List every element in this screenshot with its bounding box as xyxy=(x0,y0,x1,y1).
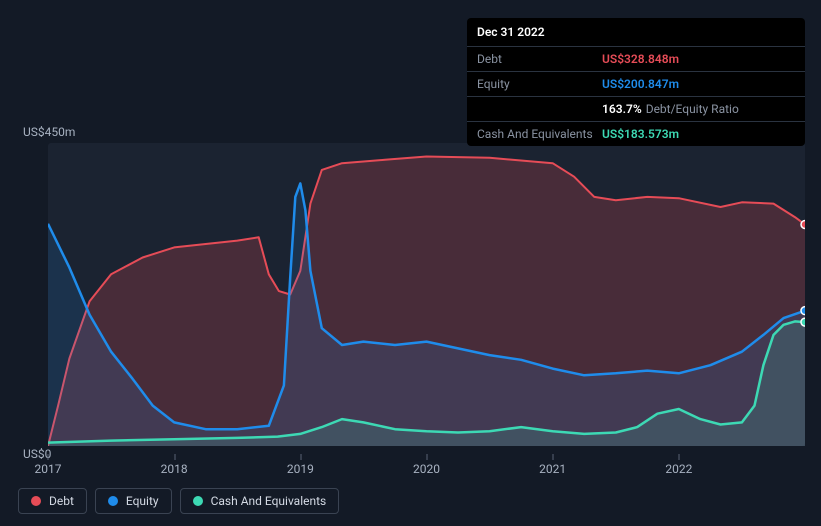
y-axis-max-label: US$450m xyxy=(23,125,75,139)
legend-dot xyxy=(31,496,41,506)
legend-label: Cash And Equivalents xyxy=(211,494,327,508)
tooltip-row-value: US$328.848m xyxy=(602,52,679,66)
tooltip-row-label: Debt xyxy=(477,52,602,66)
legend-dot xyxy=(193,496,203,506)
x-axis-tick: 2019 xyxy=(287,462,314,476)
chart-plot[interactable] xyxy=(48,143,805,446)
series-end-marker xyxy=(801,318,805,326)
chart-legend: Debt Equity Cash And Equivalents xyxy=(18,488,339,514)
legend-label: Debt xyxy=(49,494,74,508)
tooltip-row: DebtUS$328.848m xyxy=(467,47,805,72)
x-axis-tick: 2021 xyxy=(539,462,566,476)
x-axis-tick: 2018 xyxy=(161,462,188,476)
tooltip-row-value: US$183.573m xyxy=(602,127,679,141)
chart-area: US$450m US$0 xyxy=(18,125,805,461)
tooltip-date: Dec 31 2022 xyxy=(467,18,805,47)
series-end-marker xyxy=(801,220,805,228)
legend-item-equity[interactable]: Equity xyxy=(95,488,172,514)
x-axis-tick: 2020 xyxy=(413,462,440,476)
series-end-marker xyxy=(801,307,805,315)
tooltip-ratio: 163.7%Debt/Equity Ratio xyxy=(602,102,739,116)
tooltip-row-label xyxy=(477,102,602,116)
legend-item-debt[interactable]: Debt xyxy=(18,488,87,514)
tooltip-row-label: Equity xyxy=(477,77,602,91)
legend-item-cash-and-equivalents[interactable]: Cash And Equivalents xyxy=(180,488,340,514)
tooltip-row: Cash And EquivalentsUS$183.573m xyxy=(467,122,805,146)
legend-dot xyxy=(108,496,118,506)
legend-label: Equity xyxy=(126,494,159,508)
x-axis: 201720182019202020212022 xyxy=(48,462,805,478)
tooltip-row-value: US$200.847m xyxy=(602,77,679,91)
chart-tooltip: Dec 31 2022 DebtUS$328.848mEquityUS$200.… xyxy=(467,18,805,146)
x-axis-tick: 2017 xyxy=(35,462,62,476)
x-axis-tick: 2022 xyxy=(665,462,692,476)
tooltip-row: EquityUS$200.847m xyxy=(467,72,805,97)
tooltip-row: 163.7%Debt/Equity Ratio xyxy=(467,97,805,122)
tooltip-row-label: Cash And Equivalents xyxy=(477,127,602,141)
